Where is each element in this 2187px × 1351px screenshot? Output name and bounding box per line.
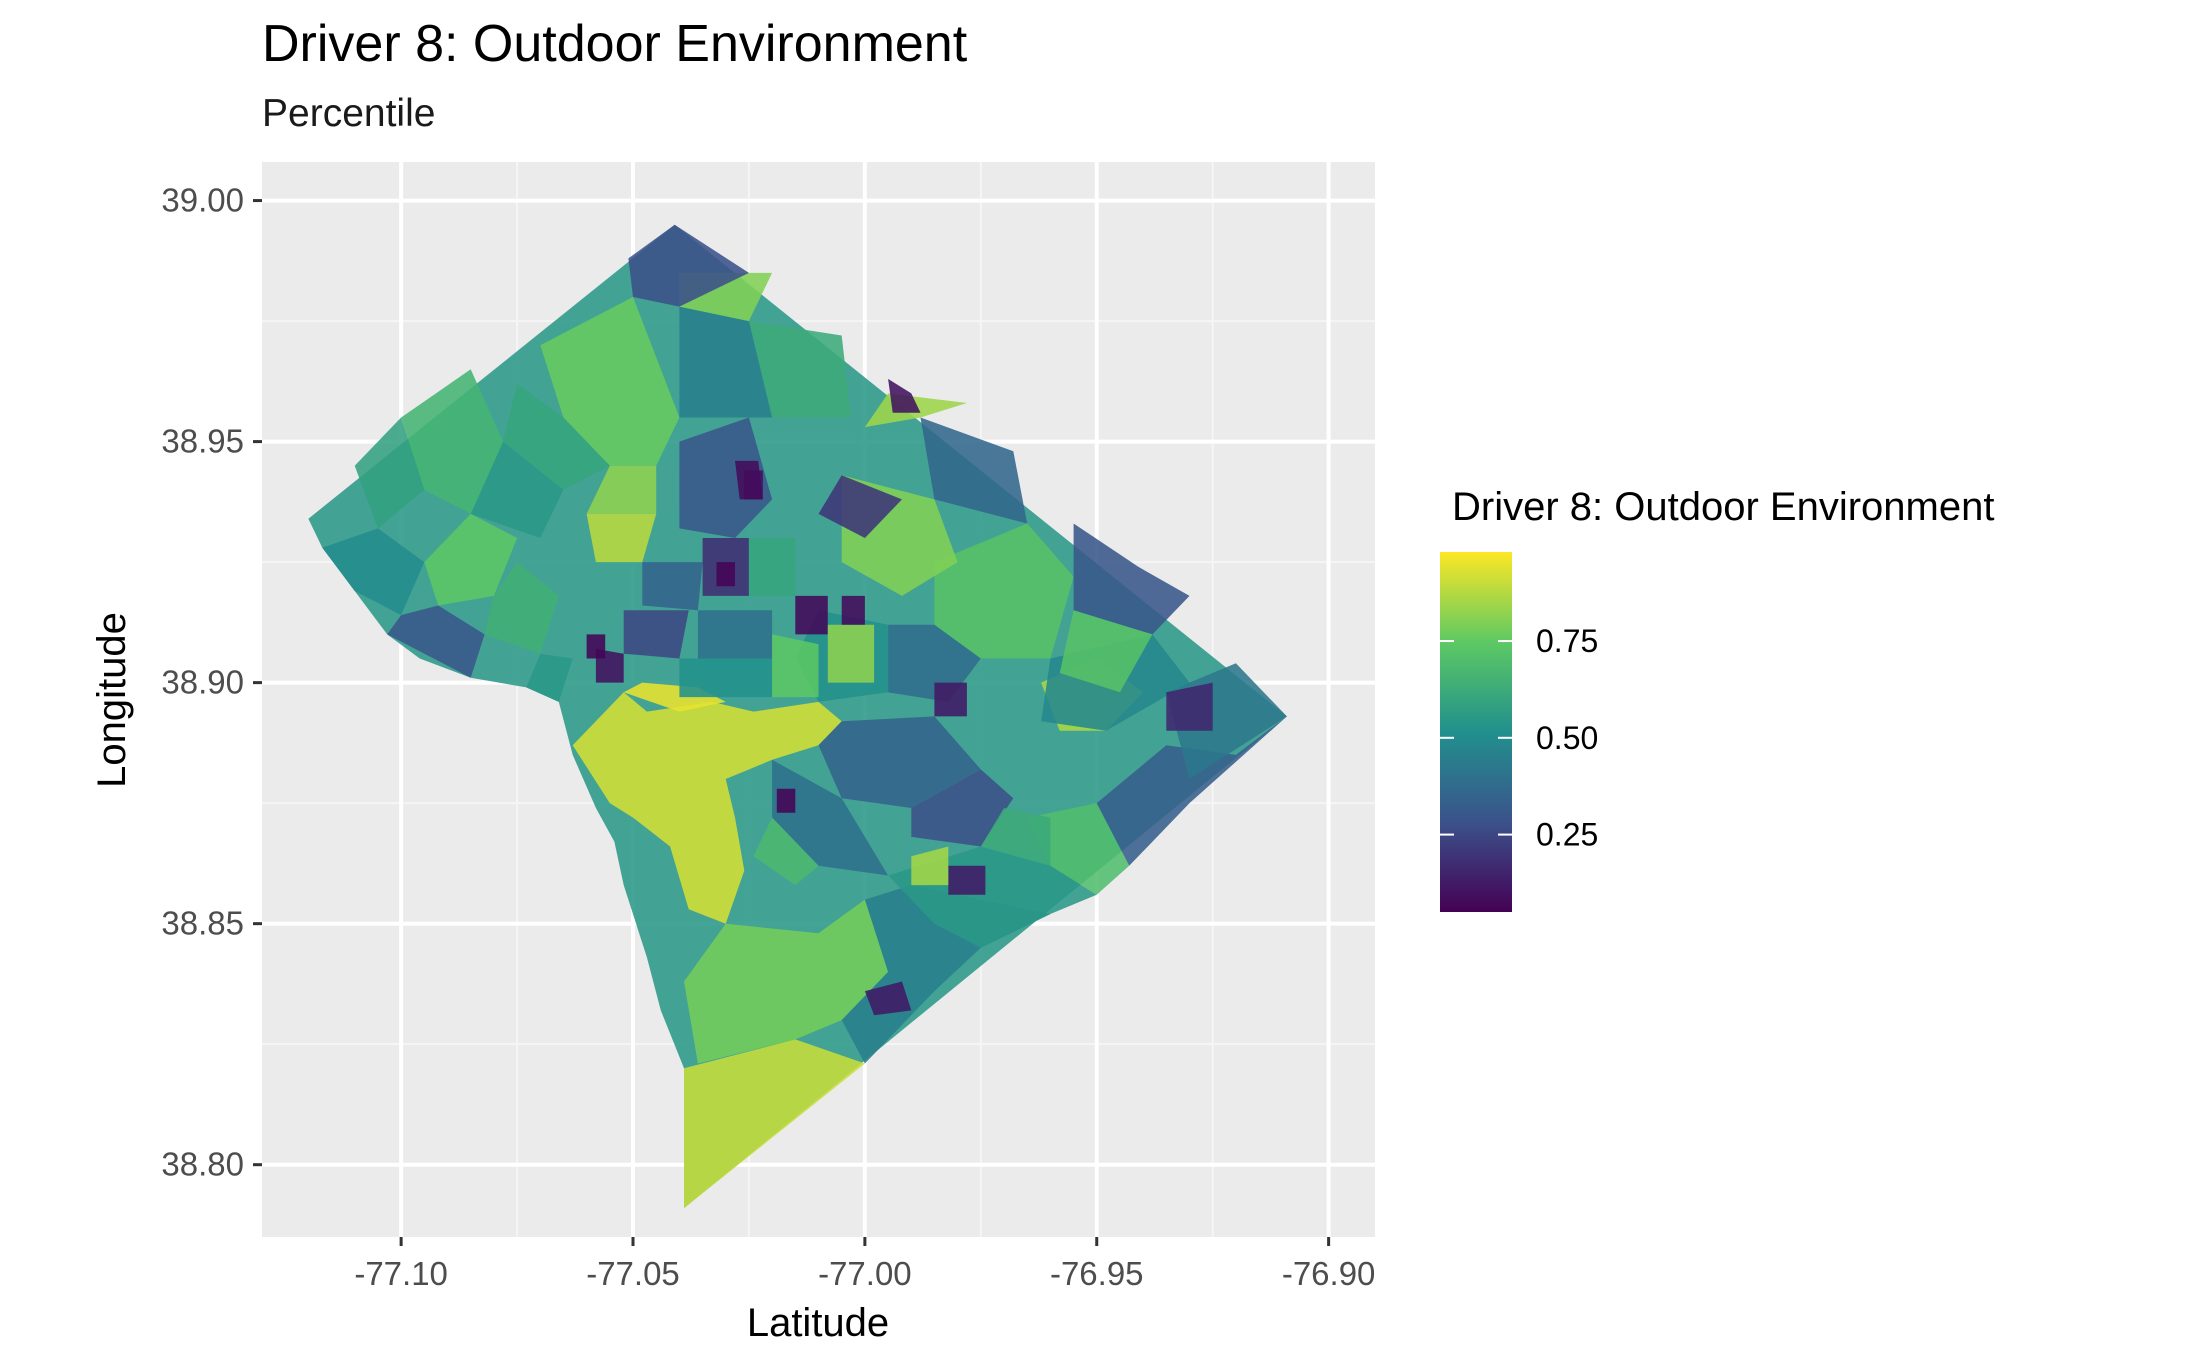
- chart-subtitle: Percentile: [262, 92, 436, 135]
- region-polygon: Arboretum: [934, 523, 1074, 659]
- region-polygon: Adams Morgan: [642, 562, 703, 611]
- region-polygon: Dupont Circle: [623, 610, 689, 659]
- x-axis-title: Latitude: [747, 1301, 889, 1345]
- region-polygon: Van Ness: [586, 465, 657, 514]
- region-polygon: Capitol Hill: [818, 716, 981, 808]
- x-tick-label: -76.90: [1282, 1255, 1376, 1292]
- y-axis-title: Longitude: [90, 612, 134, 788]
- legend-tick-label: 0.75: [1536, 623, 1598, 659]
- legend-title: Driver 8: Outdoor Environment: [1452, 485, 1994, 529]
- region-polygon: Southwest pocket: [776, 788, 796, 813]
- region-polygon: Rock Creek Park: [540, 297, 680, 466]
- region-polygon: Brightwood: [679, 306, 773, 418]
- region-polygon: Michigan Park: [920, 417, 1028, 524]
- x-tick-label: -77.05: [586, 1255, 680, 1292]
- x-tick-label: -77.10: [354, 1255, 448, 1292]
- x-tick-label: -76.95: [1050, 1255, 1144, 1292]
- region-polygon: Forest Hills: [503, 383, 610, 490]
- region-polygon: Tenleytown: [401, 369, 504, 514]
- region-polygon: Upper 16th Street: [628, 224, 749, 307]
- region-polygon: Bolling / Blue Plains: [684, 1039, 865, 1209]
- legend-tick-label: 0.25: [1536, 817, 1598, 853]
- region-polygon: Hill East: [911, 769, 1014, 847]
- region-polygon: Columbia Heights core: [716, 562, 735, 587]
- region-polygon: Glover Park: [484, 562, 559, 654]
- region-polygon: Barry Farm pocket: [911, 846, 949, 886]
- region-polygon: East River Heights: [1096, 716, 1287, 866]
- region-polygon: Fort Lincoln: [1073, 523, 1190, 635]
- y-axis: 38.80 38.85 38.90 38.95 39.00: [161, 182, 262, 1183]
- chart-title: Driver 8: Outdoor Environment: [262, 15, 968, 73]
- region-polygon: Howard University: [748, 538, 796, 596]
- region-polygon: Benning Ridge: [1166, 682, 1213, 731]
- legend-tick-label: 0.50: [1536, 720, 1598, 756]
- region-polygon: Brookland pocket: [744, 470, 763, 500]
- region-polygon: Foxhall: [387, 605, 485, 678]
- y-tick-label: 38.90: [161, 664, 244, 701]
- region-polygon: Georgetown: [526, 653, 573, 702]
- region-polygon: Fairlawn pocket: [948, 865, 986, 895]
- region-polygon: Southwest waterfront: [684, 899, 889, 1064]
- legend: Driver 8: Outdoor Environment 0.250.500.…: [1440, 485, 1994, 912]
- region-polygon: Friendship Heights: [354, 417, 425, 529]
- region-polygon: Takoma: [748, 321, 851, 418]
- x-axis: -77.10 -77.05 -77.00 -76.95 -76.90: [354, 1237, 1375, 1292]
- legend-ticks: 0.25 0.50 0.75: [1440, 623, 1598, 853]
- region-polygon: NoMa: [772, 634, 819, 698]
- region-polygon: Cleveland Park: [470, 441, 564, 538]
- region-polygon: Kenilworth: [1059, 610, 1153, 693]
- region-polygon: Navy Yard: [772, 759, 889, 876]
- region-polygon: Park View pocket: [586, 634, 606, 659]
- region-polygon: Downtown: [679, 658, 773, 698]
- region-polygon: Bloomingdale: [795, 595, 828, 635]
- region-polygon: Palisades: [322, 528, 425, 616]
- y-tick-label: 38.85: [161, 905, 244, 942]
- region-polygon: Fort Totten pocket: [888, 378, 921, 413]
- region-polygon: Shaw: [697, 610, 773, 659]
- y-tick-label: 38.95: [161, 423, 244, 460]
- region-polygon: Randle Highlands: [980, 808, 1051, 866]
- region-polygon: Trinidad pocket: [841, 595, 865, 625]
- region-polygon: Congress Heights pocket: [864, 981, 912, 1016]
- region-polygon: Buzzard Point: [753, 817, 819, 886]
- region-polygon: Union Market: [827, 624, 875, 683]
- region-polygon: Petworth: [679, 417, 773, 538]
- y-tick-label: 38.80: [161, 1146, 244, 1183]
- x-tick-label: -77.00: [818, 1255, 912, 1292]
- region-polygon: Fort Totten: [818, 475, 902, 538]
- y-tick-label: 39.00: [161, 182, 244, 219]
- region-polygon: Spring Valley: [424, 513, 518, 606]
- region-layer: DC boundaryNational Mall / Potomac ParkC…: [308, 224, 1287, 1209]
- region-polygon: National Mall / Potomac Park: [572, 692, 842, 924]
- legend-colorbar: [1440, 552, 1512, 912]
- region-polygon: Ivy City: [934, 682, 967, 717]
- region-polygon: Woodley Park: [586, 513, 657, 563]
- region-polygon: Fort Dupont: [1027, 803, 1130, 895]
